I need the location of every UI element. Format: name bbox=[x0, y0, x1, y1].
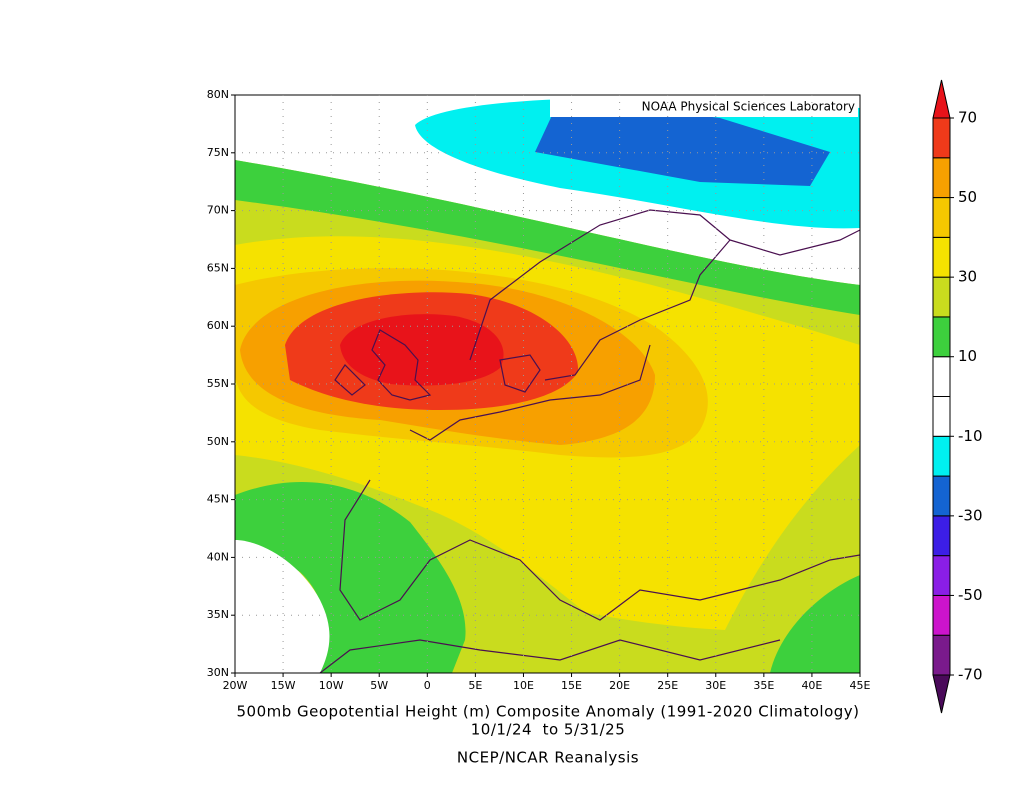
coastlines bbox=[319, 209, 860, 673]
colorbar-box bbox=[932, 555, 951, 596]
credit: NOAA Physical Sciences Laboratory bbox=[642, 100, 855, 114]
x-tick-label: 10W bbox=[319, 679, 344, 692]
field-minus-20 bbox=[535, 98, 830, 186]
colorbar-label: 10 bbox=[958, 347, 977, 365]
colorbar-box bbox=[932, 594, 951, 636]
colorbar-label: 70 bbox=[958, 109, 977, 127]
x-tick-label: 35E bbox=[753, 679, 774, 692]
colorbar-box bbox=[932, 515, 951, 557]
x-tick-label: 45E bbox=[850, 679, 871, 692]
y-tick-label: 80N bbox=[207, 88, 229, 101]
colorbar-box bbox=[932, 435, 951, 477]
x-tick-label: 15W bbox=[271, 679, 296, 692]
y-tick-label: 70N bbox=[207, 204, 229, 217]
x-tick-label: 15E bbox=[561, 679, 582, 692]
colorbar-box bbox=[932, 276, 951, 318]
x-tick-label: 20E bbox=[609, 679, 630, 692]
colorbar-box bbox=[932, 316, 951, 358]
x-tick-label: 30E bbox=[705, 679, 726, 692]
y-tick-label: 60N bbox=[207, 319, 229, 332]
y-tick-label: 40N bbox=[207, 550, 229, 563]
colorbar-label: -50 bbox=[958, 586, 983, 604]
chart-subtitle: 10/1/24 to 5/31/25 bbox=[471, 721, 626, 739]
field-70 bbox=[340, 314, 504, 386]
colorbar-box bbox=[932, 236, 951, 278]
x-tick-label: 25E bbox=[657, 679, 678, 692]
y-tick-label: 45N bbox=[207, 493, 229, 506]
colorbar-label: -30 bbox=[958, 506, 983, 524]
x-tick-label: 40E bbox=[801, 679, 822, 692]
y-tick-label: 35N bbox=[207, 608, 229, 621]
source: NCEP/NCAR Reanalysis bbox=[457, 749, 639, 767]
y-tick-label: 30N bbox=[207, 666, 229, 679]
colorbar-triangle bbox=[932, 674, 951, 714]
credit-box bbox=[550, 97, 858, 117]
y-tick-label: 75N bbox=[207, 146, 229, 159]
x-tick-label: 5E bbox=[468, 679, 482, 692]
colorbar-box bbox=[932, 396, 951, 437]
x-tick-label: 20W bbox=[223, 679, 248, 692]
colorbar-label: -10 bbox=[958, 427, 983, 445]
x-tick-label: 5W bbox=[370, 679, 388, 692]
colorbar-box bbox=[932, 117, 951, 159]
colorbar-triangle bbox=[932, 79, 951, 119]
y-tick-label: 55N bbox=[207, 377, 229, 390]
y-tick-label: 65N bbox=[207, 261, 229, 274]
field-10-20 bbox=[235, 160, 860, 315]
colorbar-box bbox=[932, 634, 951, 676]
chart-title: 500mb Geopotential Height (m) Composite … bbox=[236, 703, 859, 721]
y-tick-label: 50N bbox=[207, 435, 229, 448]
contour-fields bbox=[235, 95, 860, 673]
colorbar-box bbox=[932, 475, 951, 517]
field-10-20 bbox=[770, 575, 860, 673]
field-10-20 bbox=[235, 481, 466, 673]
colorbar-box bbox=[932, 197, 951, 238]
colorbar-box bbox=[932, 157, 951, 199]
colorbar-label: 30 bbox=[958, 268, 977, 286]
x-tick-label: 10E bbox=[513, 679, 534, 692]
colorbar-box bbox=[932, 356, 951, 398]
colorbar-label: -70 bbox=[958, 666, 983, 684]
colorbar-label: 50 bbox=[958, 188, 977, 206]
x-tick-label: 0 bbox=[424, 679, 431, 692]
field-0 bbox=[235, 540, 330, 673]
